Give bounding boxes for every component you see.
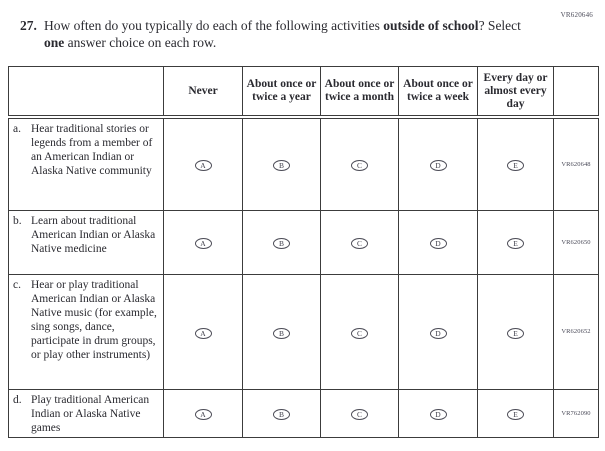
- row-b-item-code: VR620650: [553, 209, 599, 275]
- row-b-option-never-bubble[interactable]: A: [194, 238, 212, 249]
- row-b-cell-week: D: [398, 209, 478, 275]
- row-b-label: Learn about traditional American Indian …: [31, 214, 156, 255]
- row-a-cell-everyday: E: [477, 116, 554, 211]
- row-c-label-cell: c. Hear or play traditional American Ind…: [8, 273, 164, 390]
- row-a-option-everyday-bubble[interactable]: E: [507, 160, 524, 172]
- question-text-part: ? Select: [478, 18, 521, 33]
- header-once-twice-week: About once or twice a week: [398, 66, 478, 119]
- question-text-bold: one: [44, 35, 65, 50]
- row-a-label: Hear traditional stories or legends from…: [31, 123, 153, 177]
- row-a-option-month-bubble[interactable]: C: [351, 160, 368, 172]
- row-d-option-week-bubble[interactable]: D: [429, 409, 447, 420]
- row-b-letter: b.: [13, 214, 22, 227]
- row-c-label: Hear or play traditional American Indian…: [31, 278, 157, 361]
- frequency-matrix-table: Never About once or twice a year About o…: [8, 66, 599, 438]
- row-b-cell-month: C: [320, 209, 399, 275]
- row-d-cell-week: D: [398, 388, 478, 438]
- header-stub: [8, 66, 164, 119]
- row-d-cell-everyday: E: [477, 388, 554, 438]
- row-a-label-cell: a. Hear traditional stories or legends f…: [8, 116, 164, 211]
- table-row-c: c. Hear or play traditional American Ind…: [8, 273, 599, 390]
- row-d-cell-year: B: [242, 388, 321, 438]
- row-d-option-everyday-bubble[interactable]: E: [507, 409, 524, 420]
- row-a-option-never-bubble[interactable]: A: [194, 160, 212, 172]
- row-c-letter: c.: [13, 278, 21, 291]
- row-c-option-year-bubble[interactable]: B: [273, 327, 290, 339]
- row-b-cell-year: B: [242, 209, 321, 275]
- table-row-d: d. Play traditional American Indian or A…: [8, 388, 599, 438]
- row-c-cell-week: D: [398, 273, 478, 390]
- row-b-option-everyday-bubble[interactable]: E: [507, 238, 524, 249]
- question-text-part: How often do you typically do each of th…: [44, 18, 384, 33]
- row-c-option-everyday-bubble[interactable]: E: [507, 327, 524, 339]
- table-row-a: a. Hear traditional stories or legends f…: [8, 116, 599, 211]
- question-text-bold: outside of school: [383, 18, 479, 33]
- header-once-twice-month: About once or twice a month: [320, 66, 399, 119]
- row-a-letter: a.: [13, 123, 21, 135]
- row-c-cell-year: B: [242, 273, 321, 390]
- row-d-label-cell: d. Play traditional American Indian or A…: [8, 388, 164, 438]
- question-number: 27.: [20, 18, 37, 33]
- row-a-option-year-bubble[interactable]: B: [273, 160, 290, 172]
- row-d-cell-month: C: [320, 388, 399, 438]
- row-b-option-week-bubble[interactable]: D: [429, 238, 447, 249]
- row-c-item-code: VR620652: [553, 273, 599, 390]
- row-b-cell-everyday: E: [477, 209, 554, 275]
- row-b-option-year-bubble[interactable]: B: [273, 238, 290, 249]
- header-every-day: Every day or almost every day: [477, 66, 554, 119]
- row-b-cell-never: A: [163, 209, 243, 275]
- row-c-cell-everyday: E: [477, 273, 554, 390]
- row-a-cell-month: C: [320, 116, 399, 211]
- row-d-letter: d.: [13, 393, 22, 406]
- row-c-option-never-bubble[interactable]: A: [194, 327, 212, 339]
- header-never: Never: [163, 66, 243, 119]
- row-a-cell-year: B: [242, 116, 321, 211]
- row-c-cell-month: C: [320, 273, 399, 390]
- row-d-option-year-bubble[interactable]: B: [273, 409, 290, 420]
- row-a-option-week-bubble[interactable]: D: [429, 160, 447, 172]
- row-c-option-month-bubble[interactable]: C: [351, 327, 368, 339]
- question-text-part: answer choice on each row.: [64, 35, 217, 50]
- header-once-twice-year: About once or twice a year: [242, 66, 321, 119]
- row-d-option-never-bubble[interactable]: A: [194, 409, 212, 420]
- row-d-option-month-bubble[interactable]: C: [351, 409, 368, 420]
- row-a-cell-week: D: [398, 116, 478, 211]
- row-d-label: Play traditional American Indian or Alas…: [31, 393, 150, 434]
- row-c-option-week-bubble[interactable]: D: [429, 327, 447, 339]
- row-d-item-code: VR762090: [553, 388, 599, 438]
- question-block: 27. How often do you typically do each o…: [20, 17, 540, 51]
- row-c-cell-never: A: [163, 273, 243, 390]
- row-a-cell-never: A: [163, 116, 243, 211]
- question-text: How often do you typically do each of th…: [44, 17, 540, 51]
- row-a-item-code: VR620648: [553, 116, 599, 211]
- header-row: Never About once or twice a year About o…: [8, 66, 599, 119]
- row-b-option-month-bubble[interactable]: C: [351, 238, 368, 249]
- table-row-b: b. Learn about traditional American Indi…: [8, 209, 599, 275]
- row-b-label-cell: b. Learn about traditional American Indi…: [8, 209, 164, 275]
- form-code: VR620646: [560, 11, 593, 19]
- row-d-cell-never: A: [163, 388, 243, 438]
- header-code-col: [553, 66, 599, 119]
